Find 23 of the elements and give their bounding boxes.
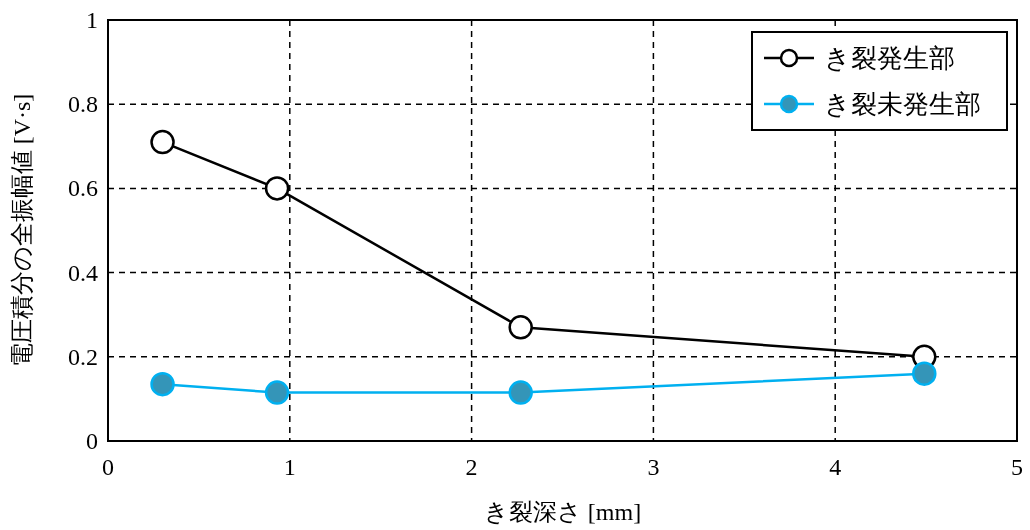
y-tick-label: 1	[86, 7, 98, 33]
y-tick-label: 0.8	[68, 91, 98, 118]
point	[150, 371, 175, 397]
point	[150, 129, 175, 155]
point	[508, 315, 533, 340]
y-axis-title: 電圧積分の全振幅値 [V·s]	[9, 93, 35, 368]
y-tick-label: 0.6	[68, 175, 98, 202]
point	[912, 361, 937, 386]
x-tick-label: 1	[283, 454, 296, 480]
y-tick-label: 0.2	[68, 343, 98, 370]
legend-label: き裂未発生部	[824, 90, 981, 119]
x-tick-label: 3	[647, 454, 660, 480]
x-tick-label: 0	[102, 454, 114, 480]
point	[264, 176, 290, 201]
x-tick-label: 4	[829, 454, 842, 480]
x-tick-label: 5	[1011, 454, 1023, 480]
x-axis-title: き裂深さ [mm]	[483, 499, 642, 525]
y-tick-label: 0.4	[68, 259, 98, 286]
x-tick-label: 2	[465, 454, 478, 480]
y-tick-label: 0	[86, 428, 98, 454]
point	[264, 380, 290, 405]
point	[508, 380, 533, 405]
legend-label: き裂発生部	[824, 44, 955, 73]
